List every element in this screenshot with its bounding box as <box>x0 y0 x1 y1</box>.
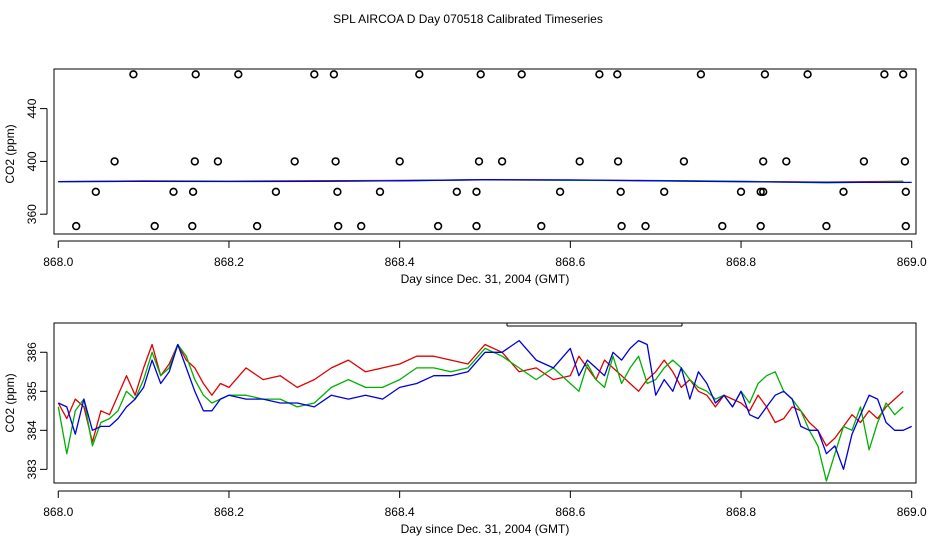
data-point <box>169 187 178 197</box>
data-layer <box>58 70 912 231</box>
data-point <box>803 70 812 79</box>
data-point <box>395 157 404 166</box>
data-point <box>472 187 481 197</box>
data-point <box>357 221 366 231</box>
y-tick-label: 400 <box>25 151 39 171</box>
data-point <box>252 221 262 231</box>
data-point <box>433 221 443 231</box>
data-point <box>474 157 484 166</box>
data-point <box>760 70 770 79</box>
x-tick-label: 868.4 <box>385 505 415 519</box>
data-point <box>110 157 119 166</box>
data-point <box>718 221 727 231</box>
plot-frame <box>53 322 917 484</box>
y-tick-label: 440 <box>25 98 39 118</box>
data-point <box>822 221 831 231</box>
data-point <box>617 221 626 231</box>
data-point <box>331 157 340 166</box>
data-point <box>150 221 159 231</box>
data-point <box>782 157 791 166</box>
data-point <box>758 157 768 166</box>
y-axis-label: CO2 (ppm) <box>3 124 17 183</box>
data-point <box>188 187 198 197</box>
data-point <box>497 157 507 166</box>
y-tick-label: 383 <box>25 459 39 479</box>
x-tick-label: 868.6 <box>555 505 585 519</box>
x-tick-label: 868.2 <box>214 255 244 269</box>
data-point <box>537 221 546 231</box>
data-point <box>859 157 869 166</box>
x-tick-label: 868.8 <box>726 255 756 269</box>
data-point <box>190 157 200 166</box>
data-point <box>129 70 138 79</box>
data-point <box>880 70 889 79</box>
x-tick-label: 868.8 <box>726 505 756 519</box>
data-point <box>472 221 481 231</box>
series-line-blue <box>58 179 912 184</box>
x-tick-label: 868.4 <box>385 255 415 269</box>
data-point <box>333 187 342 197</box>
x-tick-label: 869.0 <box>897 255 927 269</box>
plot-frame <box>53 68 917 235</box>
chart-panel-2: 868.0 868.2 868.4 868.6 868.8 869.0 Day since … <box>3 322 927 536</box>
data-point <box>575 157 584 166</box>
data-point <box>756 187 765 197</box>
data-point <box>756 221 765 231</box>
data-point <box>271 187 281 197</box>
y-tick-label: 385 <box>25 381 39 401</box>
x-tick-label: 868.0 <box>43 505 73 519</box>
x-tick-label: 868.6 <box>555 255 585 269</box>
data-point <box>898 70 908 79</box>
data-point <box>679 157 689 166</box>
data-point <box>290 157 299 166</box>
data-point <box>191 70 200 79</box>
x-tick-label: 869.0 <box>897 505 927 519</box>
data-point <box>839 187 848 197</box>
y-tick-label: 386 <box>25 342 39 362</box>
x-axis-label: Day since Dec. 31, 2004 (GMT) <box>401 272 570 286</box>
data-point <box>758 187 768 197</box>
data-layer <box>57 339 912 482</box>
y-tick-label: 384 <box>25 420 39 440</box>
data-point <box>476 70 485 79</box>
data-point <box>329 70 339 79</box>
data-point <box>616 187 625 197</box>
chart-title: SPL AIRCOA D Day 070518 Calibrated Times… <box>333 12 603 26</box>
data-point <box>659 187 669 197</box>
data-point <box>901 221 910 231</box>
data-point <box>188 221 197 231</box>
data-point <box>641 221 650 231</box>
series-line-red <box>57 343 904 447</box>
x-tick-label: 868.2 <box>214 505 244 519</box>
data-point <box>595 70 604 79</box>
data-point <box>901 187 910 197</box>
data-point <box>517 70 526 79</box>
data-point <box>91 187 101 197</box>
data-point <box>613 70 622 79</box>
data-point <box>334 221 343 231</box>
data-point <box>375 187 385 197</box>
data-point <box>900 157 910 166</box>
data-point <box>234 70 243 79</box>
data-point <box>415 70 424 79</box>
y-axis-label: CO2 (ppm) <box>3 373 17 432</box>
data-point <box>736 187 746 197</box>
chart-panel-1: 868.0 868.2 868.4 868.6 868.8 869.0 Day since … <box>3 68 927 286</box>
data-point <box>310 70 319 79</box>
x-axis-label: Day since Dec. 31, 2004 (GMT) <box>401 522 570 536</box>
series-line-blue <box>58 339 912 470</box>
data-point <box>71 221 81 231</box>
data-point <box>213 157 223 166</box>
x-tick-label: 868.0 <box>43 255 73 269</box>
y-tick-label: 360 <box>25 204 39 224</box>
data-point <box>452 187 461 197</box>
data-point <box>555 187 565 197</box>
data-point <box>696 70 706 79</box>
data-point <box>613 157 623 166</box>
